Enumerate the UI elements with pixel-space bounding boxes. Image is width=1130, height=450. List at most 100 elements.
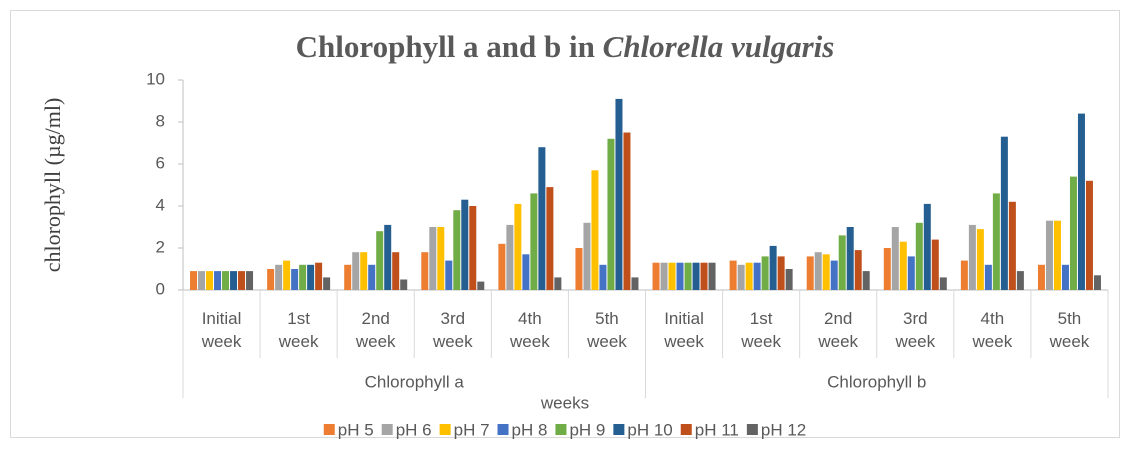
bar [1077, 113, 1085, 290]
bar [222, 271, 230, 290]
bar [631, 277, 639, 290]
group-label: Chlorophyll a [365, 372, 465, 391]
bar [506, 224, 514, 290]
bar [344, 264, 352, 290]
bar [376, 231, 384, 290]
bar [238, 271, 246, 290]
title-main: Chlorophyll a and b in [296, 29, 595, 64]
bar [1085, 180, 1093, 290]
bar [530, 193, 538, 290]
x-tick-label: 5th week [1049, 309, 1090, 351]
legend-swatch [555, 424, 567, 435]
bar [230, 271, 238, 290]
bar [190, 271, 198, 290]
bar [923, 203, 931, 290]
y-tick-label: 0 [156, 279, 165, 298]
legend-label: pH 6 [396, 420, 432, 439]
bar [668, 262, 676, 290]
bar [583, 222, 591, 290]
bar [838, 235, 846, 290]
legend-swatch [323, 424, 335, 435]
y-tick-label: 2 [156, 237, 165, 256]
bar [968, 224, 976, 290]
bar [745, 262, 753, 290]
bar [554, 277, 562, 290]
bar [384, 224, 392, 290]
bar [708, 262, 716, 290]
bar [777, 256, 785, 290]
bar [575, 248, 583, 290]
bar [514, 203, 522, 290]
legend-swatch [439, 424, 451, 435]
bar [392, 252, 400, 290]
bar [400, 279, 408, 290]
bar [461, 199, 469, 290]
bar [291, 269, 299, 290]
bar [984, 264, 992, 290]
y-tick-label: 8 [156, 111, 165, 130]
y-tick-label: 10 [146, 69, 165, 88]
legend-label: pH 8 [512, 420, 548, 439]
legend-label: pH 12 [761, 420, 806, 439]
bar [931, 239, 939, 290]
x-tick-label: 5th week [586, 309, 627, 351]
bar [846, 227, 854, 290]
bar [822, 254, 830, 290]
bar [275, 264, 283, 290]
bar [862, 271, 870, 290]
legend-label: pH 9 [569, 420, 605, 439]
bar [1053, 220, 1061, 290]
bar [1069, 176, 1077, 290]
bar [692, 262, 700, 290]
legend-label: pH 11 [695, 420, 739, 439]
bar [883, 248, 891, 290]
bar [267, 269, 275, 290]
bar [246, 271, 254, 290]
bar [854, 250, 862, 290]
bar [352, 252, 360, 290]
bar [729, 260, 737, 290]
bar [652, 262, 660, 290]
bar [915, 222, 923, 290]
bar [591, 170, 599, 290]
x-tick-label: 2nd week [355, 309, 396, 351]
legend-label: pH 7 [454, 420, 490, 439]
bar [769, 245, 777, 290]
bar [737, 264, 745, 290]
bar [676, 262, 684, 290]
bar [1037, 264, 1045, 290]
bar [368, 264, 376, 290]
y-tick-label: 6 [156, 153, 165, 172]
bar [599, 264, 607, 290]
bar [976, 229, 984, 290]
bar [1008, 201, 1016, 290]
bar [198, 271, 206, 290]
chart-title: Chlorophyll a and b in Chlorella vulgari… [296, 29, 835, 64]
bar [615, 98, 623, 291]
legend-label: pH 5 [338, 420, 374, 439]
x-tick-label: 3rd week [432, 309, 473, 351]
bar [607, 138, 615, 290]
bar [453, 210, 461, 290]
bar [1093, 275, 1101, 290]
bar [700, 262, 708, 290]
bar [1016, 271, 1024, 290]
bar [684, 262, 692, 290]
y-tick-label: 4 [156, 195, 165, 214]
x-axis-label: weeks [540, 393, 589, 412]
bar [1000, 136, 1008, 290]
bar [477, 281, 485, 290]
legend: pH 5 pH 6 pH 7 pH 8 pH 9 pH 10 pH 11 pH 12 [323, 420, 806, 439]
bar [421, 252, 429, 290]
bar [899, 241, 907, 290]
bar [469, 206, 477, 290]
bar [206, 271, 214, 290]
chart-border [10, 10, 1120, 438]
bar [315, 262, 323, 290]
y-axis-label: chlorophyll (µg/ml) [40, 98, 65, 273]
group-label: Chlorophyll b [827, 372, 926, 391]
bar [283, 260, 291, 290]
bar [437, 227, 445, 290]
bar [907, 256, 915, 290]
